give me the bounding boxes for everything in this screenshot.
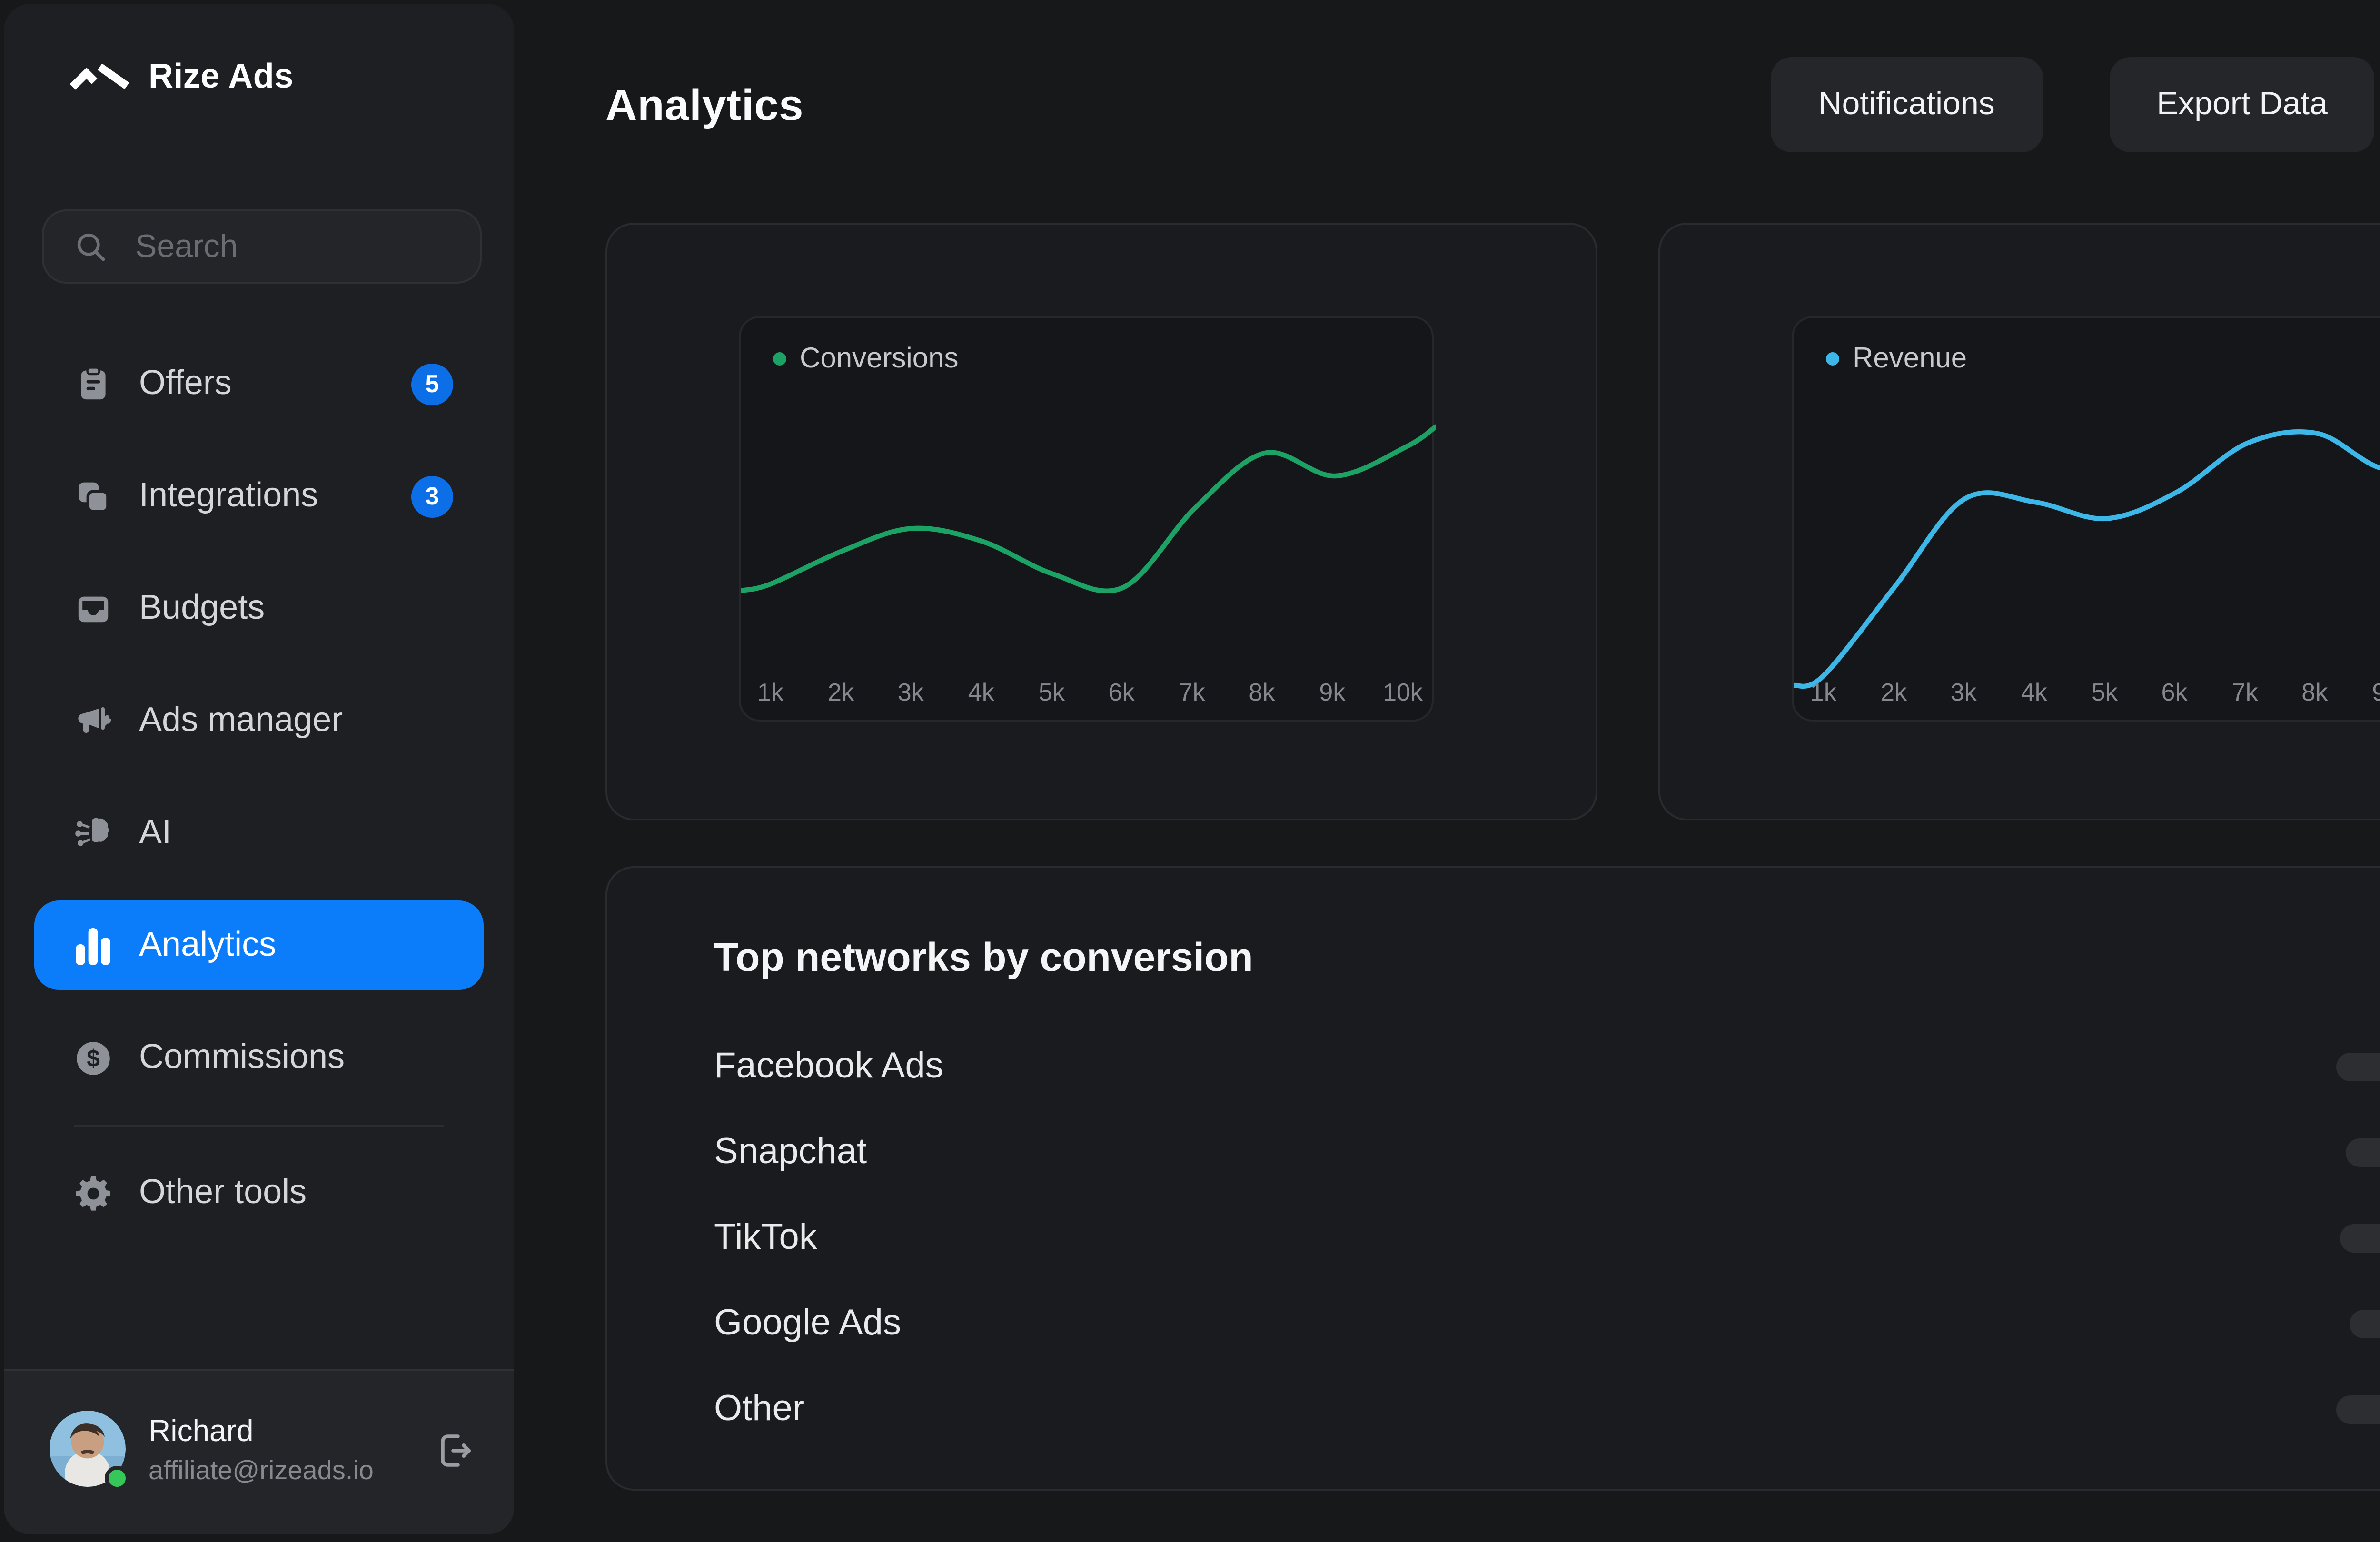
- network-row: Other: [714, 1367, 2380, 1453]
- search-icon: [74, 229, 109, 264]
- value-placeholder-bar: [2336, 1395, 2380, 1424]
- sidebar-divider: [74, 1125, 444, 1127]
- value-placeholder-bar: [2336, 1053, 2380, 1081]
- x-axis-tick-label: 3k: [897, 678, 924, 706]
- notifications-button[interactable]: Notifications: [1771, 57, 2043, 152]
- x-axis-tick-label: 8k: [2301, 678, 2328, 706]
- page-title: Analytics: [605, 80, 804, 129]
- rize-ads-logo-icon: [69, 61, 131, 91]
- sidebar-item-offers[interactable]: Offers 5: [34, 339, 484, 428]
- network-name: Snapchat: [714, 1132, 867, 1172]
- x-axis-tick-label: 1k: [1810, 678, 1836, 706]
- network-row: Facebook Ads: [714, 1024, 2380, 1110]
- network-name: TikTok: [714, 1217, 817, 1257]
- sidebar-item-other-tools[interactable]: Other tools: [34, 1148, 484, 1237]
- export-data-button[interactable]: Export Data: [2109, 57, 2375, 152]
- top-networks-list: Facebook Ads Snapchat TikTok Google Ads …: [714, 1024, 2380, 1453]
- clipboard-icon: [74, 365, 112, 403]
- x-axis-tick-label: 3k: [1950, 678, 1977, 706]
- online-status-dot: [105, 1466, 129, 1491]
- network-name: Google Ads: [714, 1303, 901, 1343]
- search-input[interactable]: Search: [42, 209, 482, 284]
- x-axis-tick-label: 7k: [2231, 678, 2258, 706]
- value-placeholder-bar: [2350, 1310, 2380, 1338]
- conversions-chart-card: Conversions 1k 2k 3k 4k 5k 6k 7k 8k 9k 10k: [605, 223, 1597, 820]
- sidebar-item-budgets[interactable]: Budgets: [34, 563, 484, 653]
- sidebar-item-ads-manager[interactable]: Ads manager: [34, 676, 484, 765]
- legend-dot-icon: [1826, 352, 1839, 366]
- sidebar-item-integrations[interactable]: Integrations 3: [34, 451, 484, 541]
- x-axis-tick-label: 10k: [1383, 678, 1423, 706]
- x-axis-tick-label: 2k: [828, 678, 854, 706]
- value-placeholder-bar: [2346, 1138, 2380, 1167]
- network-name: Other: [714, 1389, 805, 1429]
- svg-text:$: $: [87, 1044, 100, 1071]
- legend-label: Revenue: [1853, 343, 1967, 375]
- app-title: Rize Ads: [149, 56, 294, 94]
- top-networks-card: Top networks by conversion Facebook Ads …: [605, 866, 2380, 1491]
- profile-section: Richard affiliate@rizeads.io: [4, 1369, 514, 1534]
- brain-icon: [74, 814, 112, 852]
- x-axis-tick-label: 6k: [2161, 678, 2188, 706]
- x-axis-tick-label: 2k: [1881, 678, 1907, 706]
- x-axis-tick-label: 9k: [1319, 678, 1346, 706]
- network-row: TikTok: [714, 1196, 2380, 1281]
- sidebar-item-label: Other tools: [139, 1173, 307, 1211]
- x-axis-tick-label: 6k: [1108, 678, 1135, 706]
- conversions-chart-panel: Conversions 1k 2k 3k 4k 5k 6k 7k 8k 9k 10k: [739, 316, 1436, 722]
- bar-chart-icon: [74, 926, 112, 964]
- network-name: Facebook Ads: [714, 1046, 943, 1086]
- gear-icon: [74, 1174, 112, 1212]
- sidebar-item-label: AI: [139, 813, 172, 851]
- x-axis-tick-label: 8k: [1249, 678, 1275, 706]
- sidebar-item-commissions[interactable]: $ Commissions: [34, 1013, 484, 1102]
- network-row: Google Ads: [714, 1281, 2380, 1367]
- legend-label: Conversions: [800, 343, 959, 375]
- x-axis: 1k 2k 3k 4k 5k 6k 7k 8k 9k 10k: [741, 678, 1432, 708]
- logout-icon[interactable]: [432, 1430, 474, 1472]
- sidebar-item-label: Analytics: [139, 925, 277, 963]
- x-axis-tick-label: 7k: [1179, 678, 1205, 706]
- megaphone-icon: [74, 702, 112, 740]
- x-axis-tick-label: 4k: [968, 678, 994, 706]
- sidebar-item-label: Ads manager: [139, 701, 343, 739]
- sidebar-item-label: Commissions: [139, 1038, 345, 1076]
- conversions-line-plot: [741, 424, 1436, 593]
- brand: Rize Ads: [69, 56, 294, 95]
- copy-icon: [74, 477, 112, 515]
- search-placeholder: Search: [135, 227, 238, 264]
- profile-email: affiliate@rizeads.io: [149, 1454, 374, 1485]
- sidebar-item-label: Budgets: [139, 588, 265, 626]
- x-axis-tick-label: 4k: [2021, 678, 2047, 706]
- avatar: [50, 1411, 129, 1491]
- top-networks-title: Top networks by conversion: [714, 937, 1253, 980]
- value-placeholder-bar: [2340, 1224, 2380, 1253]
- x-axis-tick-label: 5k: [1038, 678, 1065, 706]
- revenue-line-plot: [1794, 429, 2380, 689]
- dollar-icon: $: [74, 1038, 112, 1077]
- x-axis-tick-label: 5k: [2091, 678, 2118, 706]
- sidebar-nav: Offers 5 Integrations 3 Budgets Ads manager AI…: [34, 339, 484, 1260]
- chart-legend: Conversions: [773, 343, 959, 375]
- x-axis-tick-label: 9k: [2372, 678, 2380, 706]
- sidebar-item-analytics[interactable]: Analytics: [34, 900, 484, 990]
- wallet-icon: [74, 589, 112, 627]
- sidebar-item-label: Offers: [139, 364, 232, 402]
- profile-name: Richard: [149, 1416, 254, 1449]
- count-badge: 5: [411, 363, 453, 405]
- chart-legend: Revenue: [1826, 343, 1967, 375]
- count-badge: 3: [411, 475, 453, 517]
- sidebar-item-label: Integrations: [139, 476, 318, 514]
- sidebar-item-ai[interactable]: AI: [34, 788, 484, 878]
- sidebar: Rize Ads Search Offers 5 Integrations 3 Budg…: [4, 4, 514, 1534]
- x-axis-tick-label: 1k: [757, 678, 783, 706]
- network-row: Snapchat: [714, 1110, 2380, 1196]
- legend-dot-icon: [773, 352, 786, 366]
